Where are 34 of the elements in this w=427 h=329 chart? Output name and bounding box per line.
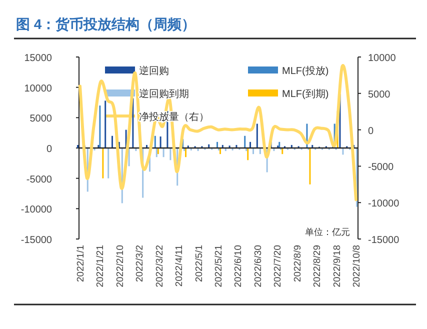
y2-tick-label: 10000 [368,53,396,64]
x-tick-label: 2022/9/18 [332,245,343,288]
y2-tick-label: -10000 [368,198,400,210]
legend-label: MLF(到期) [282,88,329,100]
y-tick-label: 10000 [24,83,52,94]
legend-label: MLF(投放) [282,65,329,77]
y2-tick-label: 5000 [368,89,391,100]
x-tick-label: 2022/5/1 [194,245,205,282]
x-tick-label: 2022/7/20 [272,245,284,288]
x-tick-label: 2022/1/21 [95,245,106,288]
x-tick-label: 2022/8/29 [312,245,324,288]
y2-tick-label: -5000 [368,162,394,174]
x-tick-label: 2022/6/30 [252,245,264,288]
x-tick-label: 2022/5/21 [214,245,225,288]
x-tick-label: 2022/6/10 [233,245,244,288]
chart-title: 图 4：货币投放结构（周频） [16,16,196,32]
y2-tick-label: -15000 [368,235,400,246]
x-tick-label: 2022/2/10 [114,245,126,288]
y-tick-label: -10000 [20,204,52,216]
y-tick-label: -5000 [26,174,52,186]
legend-label: 逆回购到期 [139,88,189,100]
annotation: 单位：亿元 [305,227,350,237]
y2-tick-label: 0 [368,126,374,137]
y-tick-label: 0 [46,144,52,155]
x-tick-label: 2022/3/22 [154,245,166,288]
y-tick-label: -15000 [20,235,52,246]
x-tick-label: 2022/8/9 [292,245,304,282]
y-tick-label: 5000 [30,114,52,125]
x-tick-label: 2022/1/1 [75,245,86,282]
x-tick-label: 2022/3/2 [134,245,146,282]
legend-label: 逆回购 [139,65,169,77]
y-tick-label: 15000 [24,53,52,64]
x-tick-label: 2022/10/8 [352,245,363,288]
x-tick-label: 2022/4/11 [174,245,186,287]
